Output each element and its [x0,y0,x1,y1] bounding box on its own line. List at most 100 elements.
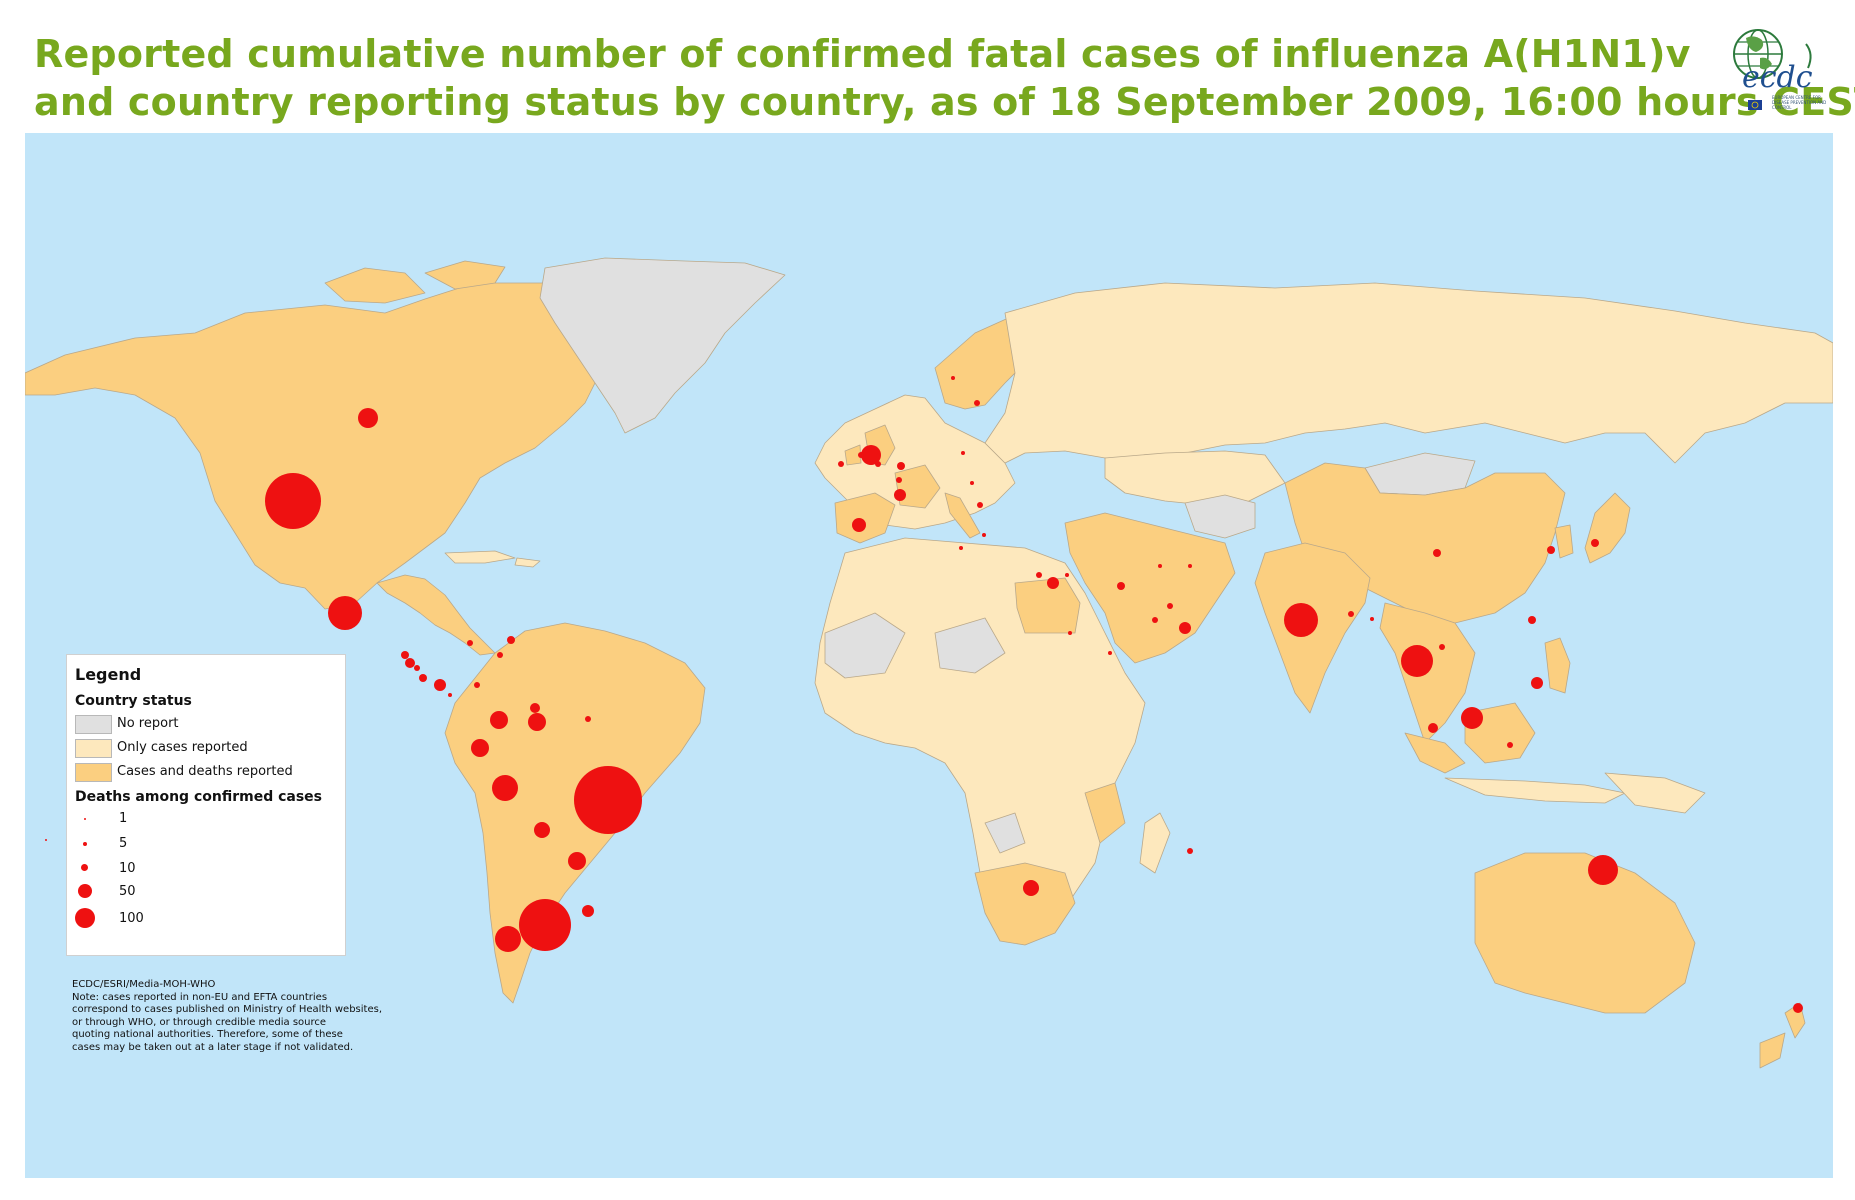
death-marker [1117,582,1125,590]
death-marker [1370,617,1374,621]
swatch-cases-deaths [75,763,112,782]
north-america [25,282,601,610]
death-marker [1167,603,1173,609]
death-marker [959,546,963,550]
death-marker [974,400,980,406]
legend-dot-5 [83,842,87,846]
egypt [1014,577,1081,634]
death-marker [982,533,986,537]
death-marker [414,665,420,671]
death-marker [838,461,844,467]
death-marker [1401,645,1433,677]
central-america [376,574,496,656]
globe-logo-icon [1733,29,1812,110]
legend-deaths-heading: Deaths among confirmed cases [75,789,322,805]
death-marker [507,636,515,644]
note-line: or through WHO, or through credible medi… [72,1016,327,1028]
death-marker [534,822,550,838]
japan [1584,492,1631,564]
death-marker [875,461,881,467]
death-marker [448,693,452,697]
legend-status-heading: Country status [75,693,192,709]
note-line: Note: cases reported in non-EU and EFTA … [72,991,328,1003]
death-marker [1187,848,1193,854]
legend-deaths-1: 1 [119,811,128,826]
death-marker [961,451,965,455]
middle-east [1064,512,1236,664]
indonesia [1404,732,1466,774]
death-marker [894,489,906,501]
death-marker [1047,577,1059,589]
death-marker [1591,539,1599,547]
death-marker [492,775,518,801]
australia [1474,852,1696,1014]
world-map-svg [25,257,1833,1069]
death-marker [519,899,571,951]
death-marker [1547,546,1555,554]
death-marker [490,711,508,729]
death-marker [474,682,480,688]
death-marker [1428,723,1438,733]
death-marker [1068,631,1072,635]
death-marker [1152,617,1158,623]
death-marker [858,452,864,458]
logo-text: ecdc [1742,60,1813,95]
legend-dot-100 [75,908,95,928]
death-marker [401,651,409,659]
south-america [444,622,706,1004]
death-marker [896,477,902,483]
death-marker [1284,603,1318,637]
title-line-2: and country reporting status by country,… [34,80,1855,124]
swatch-no-report [75,715,112,734]
death-marker [1528,616,1536,624]
death-marker [1065,573,1069,577]
death-marker [1461,707,1483,729]
death-markers [45,376,1803,1013]
death-marker [467,640,473,646]
death-marker [405,658,415,668]
legend-deaths-5: 5 [119,836,128,851]
death-marker [951,376,955,380]
death-marker [328,596,362,630]
legend-heading: Legend [75,665,142,684]
death-marker [45,839,47,841]
legend-dot-50 [78,884,92,898]
death-marker [861,445,881,465]
death-marker [1179,622,1191,634]
death-marker [1158,564,1162,568]
death-marker [852,518,866,532]
death-marker [1439,644,1445,650]
death-marker [530,703,540,713]
legend-status-cases-deaths: Cases and deaths reported [117,764,293,779]
death-marker [265,473,321,529]
death-marker [977,502,983,508]
mongolia [1364,452,1476,496]
note-line: quoting national authorities. Therefore,… [72,1029,343,1040]
death-marker [419,674,427,682]
southern-africa [974,862,1076,946]
legend-deaths-50: 50 [119,884,136,899]
death-marker [1793,1003,1803,1013]
legend: Legend Country status No report Only cas… [66,654,346,956]
russia [984,282,1833,464]
death-marker [585,716,591,722]
legend-deaths-10: 10 [119,861,136,876]
death-marker [497,652,503,658]
legend-dot-10 [81,864,88,871]
death-marker [1348,611,1354,617]
legend-dot-1 [84,818,86,820]
logo-subtext: EUROPEAN CENTRE FOR DISEASE PREVENTION A… [1772,95,1827,110]
death-marker [970,481,974,485]
death-marker [568,852,586,870]
death-marker [1188,564,1192,568]
legend-deaths-100: 100 [119,911,144,926]
map-title: Reported cumulative number of confirmed … [34,30,1855,126]
death-marker [1507,742,1513,748]
death-marker [897,462,905,470]
source-note: ECDC/ESRI/Media-MOH-WHO Note: cases repo… [72,979,432,1054]
death-marker [1108,651,1112,655]
legend-status-only-cases: Only cases reported [117,740,248,755]
death-marker [434,679,446,691]
death-marker [1531,677,1543,689]
iberia [834,492,896,544]
